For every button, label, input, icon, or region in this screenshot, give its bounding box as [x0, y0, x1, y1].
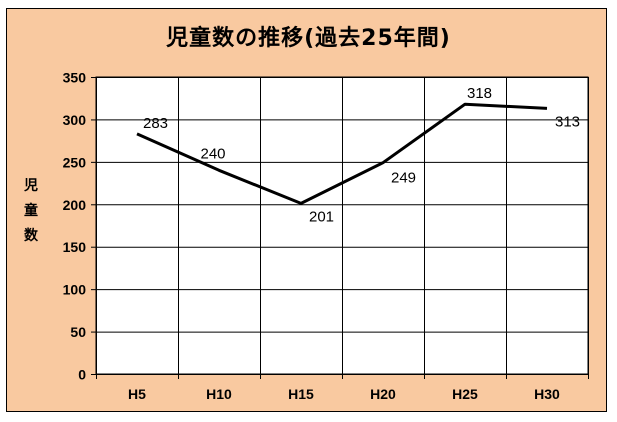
y-tick-label: 50 [70, 324, 86, 340]
x-tick-label: H10 [206, 386, 232, 402]
chart-title: 児童数の推移(過去25年間) [166, 26, 451, 51]
y-tick-label: 100 [63, 282, 87, 298]
data-label: 313 [555, 113, 580, 130]
y-tick-label: 200 [63, 197, 87, 213]
x-tick-label: H5 [128, 386, 146, 402]
data-label: 283 [143, 115, 168, 132]
y-axis-label-char: 児 [24, 178, 38, 194]
data-label: 201 [309, 208, 334, 225]
y-tick-label: 350 [63, 70, 87, 86]
y-axis-label-char: 童 [24, 203, 38, 219]
y-tick-label: 150 [63, 239, 87, 255]
y-tick-label: 300 [63, 112, 87, 128]
x-tick-label: H20 [370, 386, 396, 402]
data-label: 318 [467, 85, 492, 102]
series-line [136, 102, 548, 205]
y-tick-label: 250 [63, 154, 87, 170]
x-tick-label: H25 [452, 386, 478, 402]
data-label: 240 [200, 145, 225, 162]
y-axis-label-char: 数 [24, 228, 38, 244]
x-tick-label: H30 [534, 386, 560, 402]
x-tick-label: H15 [288, 386, 314, 402]
data-label: 249 [391, 170, 416, 187]
y-axis-label: 児童数 [22, 174, 40, 249]
y-tick-label: 0 [78, 367, 86, 383]
